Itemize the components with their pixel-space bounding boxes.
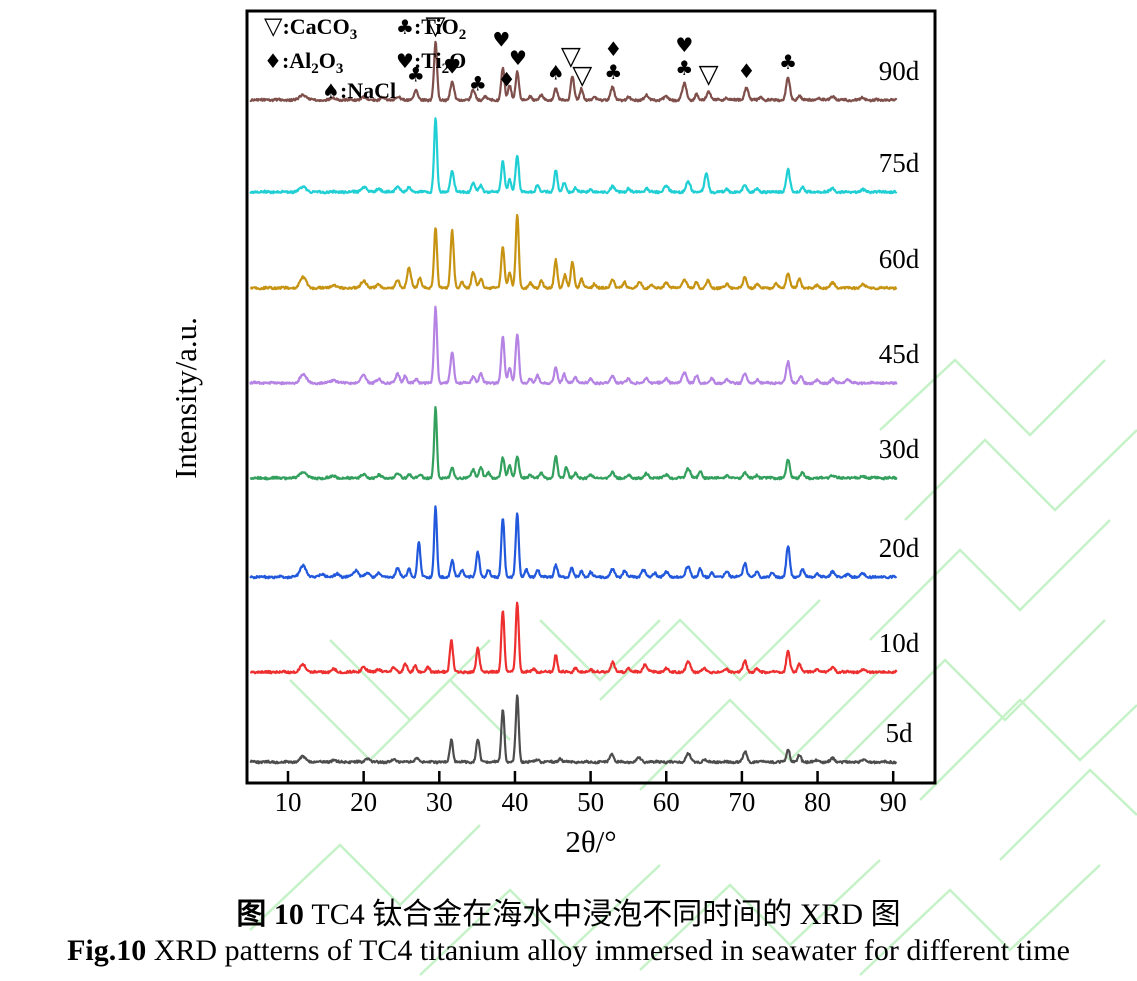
phase-marker-♥: ♥ [443,55,461,79]
legend-item-Al2O3: ♦:Al2O3 [264,48,343,77]
series-label-30d: 30d [879,434,920,464]
x-tick-label-50: 50 [577,787,604,817]
phase-marker-▽: ▽ [426,11,446,41]
series-label-60d: 60d [879,244,920,274]
phase-marker-▽: ▽ [572,61,592,91]
legend-item-TiO2: ♣:TiO2 [396,14,466,43]
x-tick-label-80: 80 [804,787,831,817]
x-tick-label-20: 20 [350,787,377,817]
series-label-20d: 20d [879,533,920,563]
phase-marker-♣: ♣ [604,60,622,84]
phase-marker-♦: ♦ [737,59,755,83]
y-axis-title: Intensity/a.u. [168,317,203,479]
watermark-pattern [249,358,1137,976]
xrd-trace-10d [249,601,898,675]
x-tick-label-40: 40 [501,787,528,817]
legend: ▽:CaCO3 ♣:TiO2 ♦:Al2O3 ♥:Ti2O♠:NaCl [264,12,466,103]
series-label-75d: 75d [879,148,920,178]
phase-marker-♥: ♥ [675,33,693,57]
caption-en-text: XRD patterns of TC4 titanium alloy immer… [146,934,1070,967]
xrd-trace-90d [249,40,898,103]
xrd-trace-30d [249,406,898,481]
phase-markers: ♣▽♥♣♥♦♥♠▽▽♦♣♥♣ ▽ ♦ ♣ [407,11,797,95]
x-tick-label-60: 60 [653,787,680,817]
series-label-5d: 5d [886,718,914,748]
caption-chinese: 图 10 TC4 钛合金在海水中浸泡不同时间的 XRD 图 [0,889,1137,933]
x-tick-label-70: 70 [728,787,755,817]
series-label-10d: 10d [879,628,920,658]
caption-zh-number: 图 10 [236,898,304,931]
xrd-trace-75d [249,117,898,195]
phase-marker-♣: ♣ [407,63,425,87]
x-axis-ticks [286,771,895,783]
xrd-trace-5d [249,694,898,765]
phase-marker-♠: ♠ [547,60,565,84]
x-axis-tick-labels: 10 20 30 40 50 60 70 80 90 [275,787,907,817]
legend-item-Ti2O: ♥:Ti2O [396,48,466,77]
xrd-trace-20d [249,505,898,580]
caption-zh-text: TC4 钛合金在海水中浸泡不同时间的 XRD 图 [303,898,901,931]
xrd-trace-45d [249,305,898,386]
x-tick-label-90: 90 [880,787,907,817]
caption-en-number: Fig.10 [67,934,147,967]
phase-marker-♦: ♦ [498,68,516,92]
legend-item-CaCO3: ▽:CaCO3 [264,12,357,43]
series-label-45d: 45d [879,339,920,369]
phase-marker-▽: ▽ [561,41,581,71]
xrd-traces [249,40,898,765]
xrd-trace-60d [249,213,898,291]
phase-marker-♥: ♥ [509,46,527,70]
phase-marker-▽: ▽ [699,60,719,90]
caption-english: Fig.10 XRD patterns of TC4 titanium allo… [0,934,1137,968]
series-labels: 90d 75d 60d 45d 30d 20d 10d 5d [879,56,920,748]
x-tick-label-30: 30 [426,787,453,817]
phase-marker-♣: ♣ [779,50,797,74]
phase-marker-♣: ♣ [675,56,693,80]
x-tick-label-10: 10 [275,787,302,817]
legend-item-NaCl: ♠:NaCl [322,78,396,103]
series-label-90d: 90d [879,56,920,86]
phase-marker-♣: ♣ [469,71,487,95]
x-axis-title: 2θ/° [565,824,616,859]
phase-marker-♥: ♥ [492,28,510,52]
phase-marker-♦: ♦ [604,37,622,61]
